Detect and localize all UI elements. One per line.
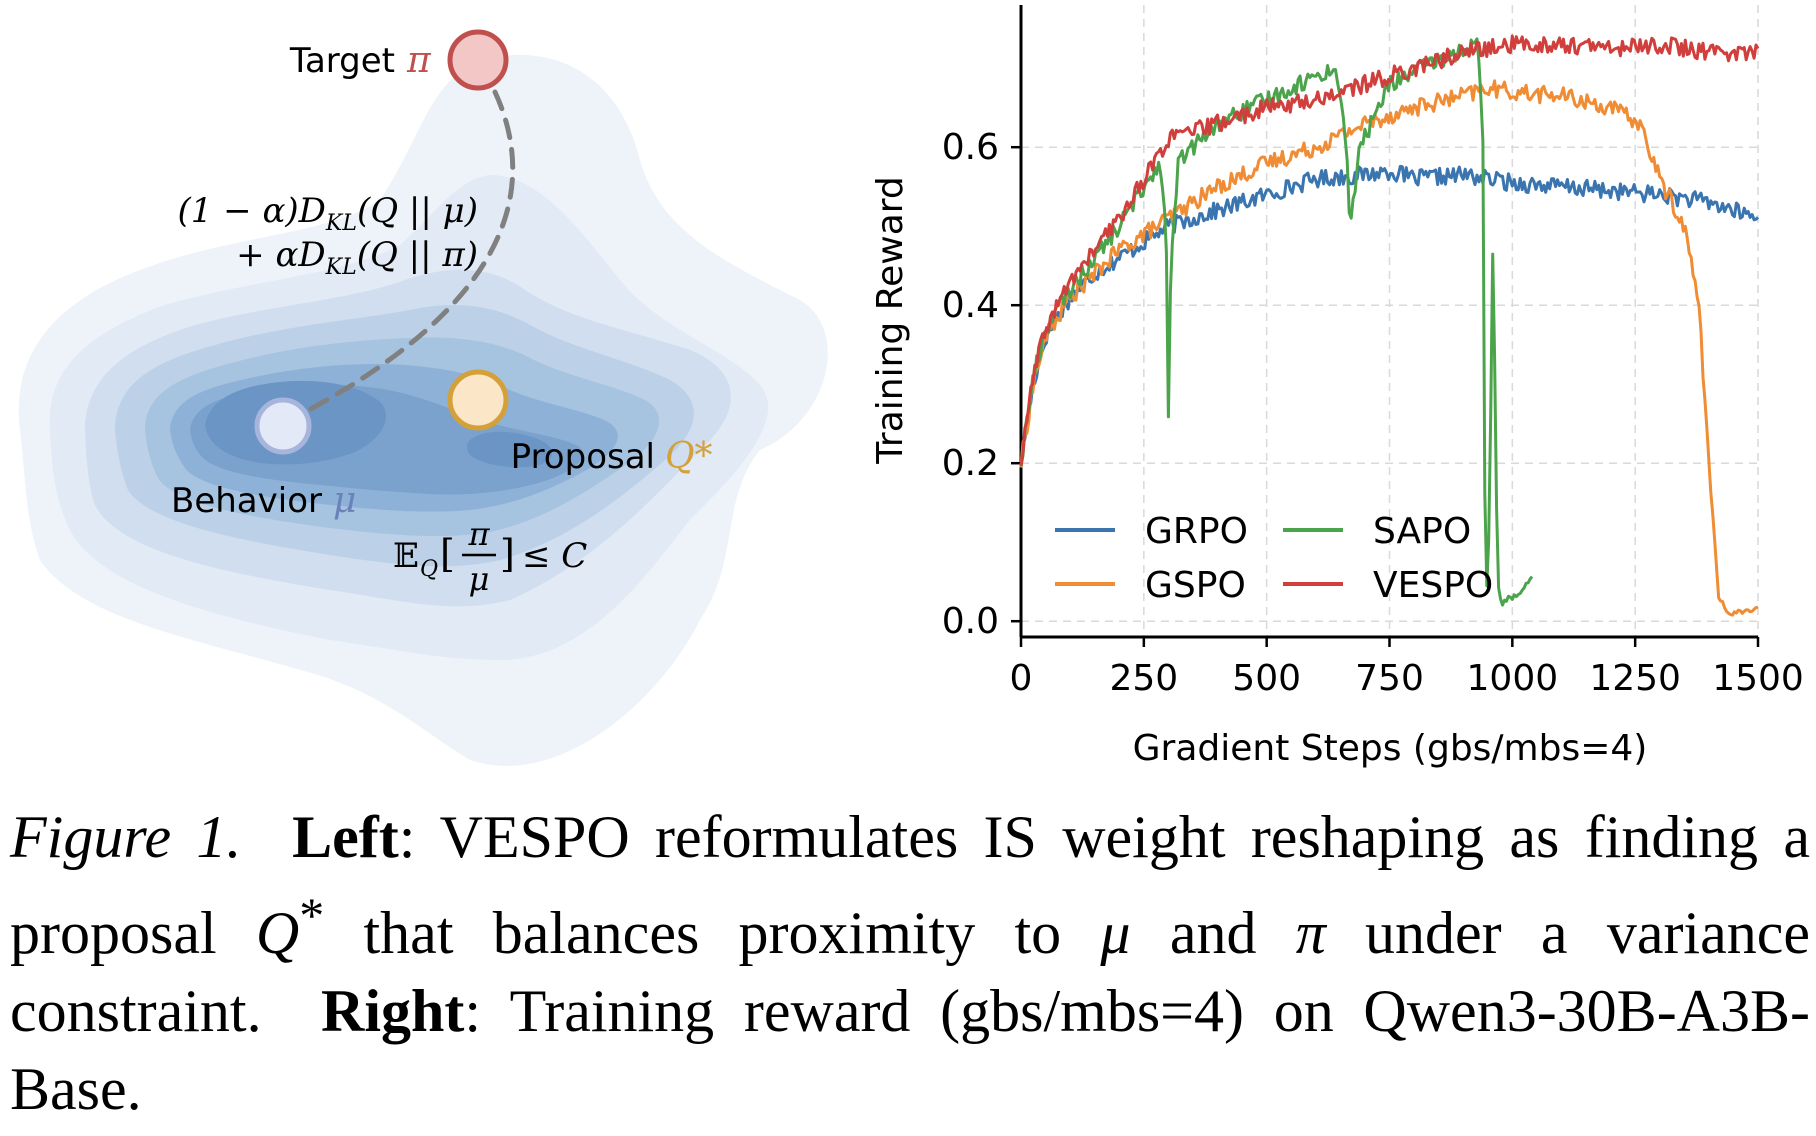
constraint-open-bracket: [: [440, 532, 455, 576]
kl-line2-sub: KL: [325, 255, 357, 280]
y-tick-label: 0.6: [942, 127, 999, 168]
kl-objective-line2: + αDKL(Q || π): [236, 235, 478, 280]
legend-label-gspo: GSPO: [1145, 565, 1246, 606]
series-line-vespo: [1019, 34, 1760, 466]
target-label: Target: [289, 41, 395, 81]
variance-constraint: 𝔼 Q [ π μ ] ≤ C: [393, 515, 587, 598]
y-tick-label: 0.4: [942, 285, 999, 326]
caption-left-text-1: : VESPO reformulates IS weight reshaping…: [10, 804, 1811, 966]
density-diagram: Target π (1 − α)DKL(Q || μ) + αDKL(Q || …: [18, 29, 828, 766]
series-lines: [1019, 34, 1760, 617]
series-line-grpo: [1019, 164, 1760, 468]
kl-line1-tail: (Q || μ): [357, 191, 478, 231]
legend-label-vespo: VESPO: [1373, 565, 1493, 606]
x-axis-label: Gradient Steps (gbs/mbs=4): [1133, 728, 1648, 769]
caption-left-text-2: that balances proximity to: [324, 900, 1101, 966]
figure-caption: Figure 1. Left: VESPO reformulates IS we…: [10, 798, 1810, 1128]
behavior-label: Behavior: [171, 481, 322, 521]
kl-line2-head: + αD: [236, 235, 326, 275]
caption-figure-label: Figure 1.: [10, 804, 242, 870]
x-tick-label: 1000: [1467, 658, 1559, 699]
legend-label-sapo: SAPO: [1373, 511, 1471, 552]
x-tick-label: 0: [1010, 658, 1033, 699]
y-axis-label: Training Reward: [870, 176, 911, 465]
caption-right-text: : Training reward (gbs/mbs=4) on Qwen3-3…: [10, 978, 1810, 1122]
y-ticks: 0.0 0.2 0.4 0.6: [942, 127, 1021, 642]
caption-left-text-4: under a variance constraint.: [10, 900, 1810, 1044]
target-symbol: π: [406, 40, 432, 81]
x-tick-label: 1500: [1712, 658, 1804, 699]
chart-legend: GRPO SAPO GSPO VESPO: [1055, 511, 1493, 606]
constraint-denominator: μ: [469, 560, 490, 598]
constraint-suffix: ≤ C: [522, 536, 587, 576]
reward-chart: 0 250 500 750 1000 1250 1500 0.0 0.2 0.4 0.6 Grad…: [870, 5, 1804, 769]
caption-math-q: Q: [255, 900, 300, 966]
series-line-gspo: [1019, 79, 1759, 617]
x-tick-label: 500: [1232, 658, 1301, 699]
kl-dashed-path: [277, 89, 516, 428]
constraint-close-bracket: ]: [500, 532, 515, 576]
caption-right-label: Right: [321, 978, 465, 1044]
kl-line2-tail: (Q || π): [357, 235, 478, 275]
caption-left-text-3: and: [1130, 900, 1296, 966]
target-circle: [447, 29, 509, 91]
constraint-prefix: 𝔼: [393, 536, 419, 576]
caption-math-mu: μ: [1100, 900, 1131, 966]
constraint-sub: Q: [420, 557, 438, 582]
behavior-symbol: μ: [333, 480, 356, 521]
contour-level-8b: [467, 431, 552, 468]
caption-math-pi: π: [1295, 900, 1326, 966]
behavior-circle: [254, 397, 312, 455]
x-tick-label: 750: [1355, 658, 1424, 699]
x-tick-label: 250: [1109, 658, 1178, 699]
kl-line1-head: (1 − α)D: [177, 191, 325, 231]
proposal-label: Proposal: [511, 437, 655, 477]
legend-label-grpo: GRPO: [1145, 511, 1248, 552]
kl-objective-line1: (1 − α)DKL(Q || μ): [177, 191, 478, 236]
caption-math-star: *: [299, 887, 325, 943]
constraint-numerator: π: [467, 515, 490, 553]
x-ticks: 0 250 500 750 1000 1250 1500: [1010, 637, 1804, 699]
proposal-circle: [447, 369, 509, 431]
x-tick-label: 1250: [1589, 658, 1681, 699]
y-tick-label: 0.2: [942, 443, 999, 484]
caption-left-label: Left: [292, 804, 399, 870]
y-tick-label: 0.0: [942, 601, 999, 642]
kl-line1-sub: KL: [325, 211, 357, 236]
density-contours: [18, 54, 828, 766]
proposal-symbol: Q*: [665, 436, 713, 477]
